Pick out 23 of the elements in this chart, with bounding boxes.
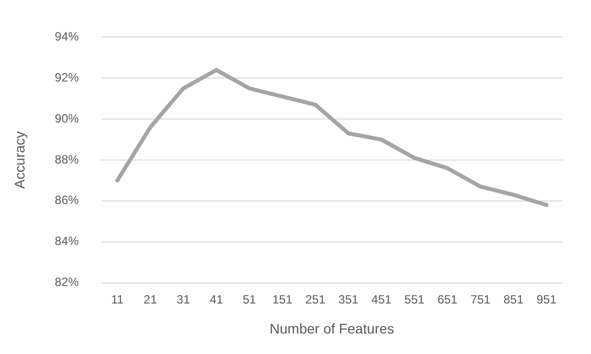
x-tick-label: 751 <box>470 292 491 306</box>
x-axis-title: Number of Features <box>270 320 394 336</box>
x-tick-label: 451 <box>371 292 392 306</box>
x-tick-label: 41 <box>210 292 224 306</box>
y-tick-label: 90% <box>54 111 80 126</box>
x-tick-label: 21 <box>144 292 158 306</box>
x-tick-label: 551 <box>404 292 425 306</box>
y-tick-label: 88% <box>54 152 80 166</box>
x-tick-label: 951 <box>536 292 557 306</box>
x-tick-label: 351 <box>338 292 359 306</box>
y-tick-label: 94% <box>54 30 80 44</box>
x-tick-label: 31 <box>176 292 190 306</box>
y-tick-label: 86% <box>54 193 80 208</box>
x-tick-label: 11 <box>111 292 124 306</box>
x-tick-label: 51 <box>242 292 256 306</box>
x-tick-label: 251 <box>305 292 326 306</box>
y-tick-label: 82% <box>54 275 80 290</box>
y-tick-label: 92% <box>54 70 80 84</box>
x-tick-label: 851 <box>503 292 524 306</box>
x-tick-label: 151 <box>272 292 293 306</box>
y-axis-title: Accuracy <box>11 131 28 189</box>
y-tick-label: 84% <box>54 234 80 248</box>
x-tick-label: 651 <box>437 292 458 306</box>
